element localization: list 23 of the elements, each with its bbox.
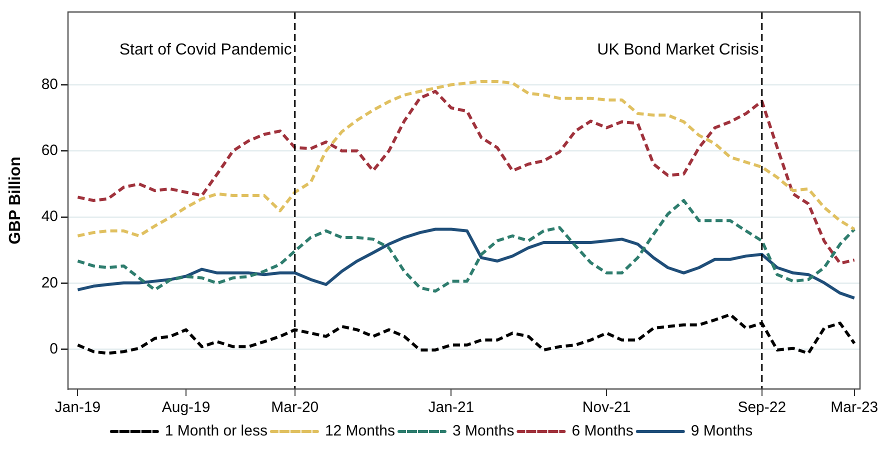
y-tick-label: 60 bbox=[41, 142, 58, 160]
y-axis-title: GBP Billion bbox=[7, 156, 24, 244]
legend-label: 9 Months bbox=[690, 422, 753, 440]
legend-label: 6 Months bbox=[572, 422, 634, 440]
y-tick-label: 80 bbox=[41, 76, 58, 93]
x-tick-label: Sep-22 bbox=[738, 399, 786, 416]
line-series bbox=[76, 90, 856, 265]
x-tick-label: Jan-21 bbox=[428, 399, 474, 416]
y-tick-label: 20 bbox=[41, 274, 58, 292]
x-tick-label: Mar-23 bbox=[830, 399, 878, 416]
legend-label: 12 Months bbox=[324, 422, 395, 440]
x-tick-label: Aug-19 bbox=[162, 399, 210, 416]
y-tick-label: 40 bbox=[41, 208, 58, 226]
legend-label: 3 Months bbox=[452, 422, 514, 440]
line-series bbox=[76, 199, 856, 293]
legend-label: 1 Month or less bbox=[164, 422, 268, 440]
x-tick-label: Jan-19 bbox=[54, 399, 101, 416]
line-series bbox=[76, 80, 856, 238]
x-tick-label: Mar-20 bbox=[271, 399, 319, 416]
x-tick-label: Nov-21 bbox=[582, 399, 631, 416]
ref-line-label: Start of Covid Pandemic bbox=[119, 41, 292, 58]
y-tick-label: 0 bbox=[50, 340, 58, 358]
ref-line-label: UK Bond Market Crisis bbox=[597, 41, 759, 58]
